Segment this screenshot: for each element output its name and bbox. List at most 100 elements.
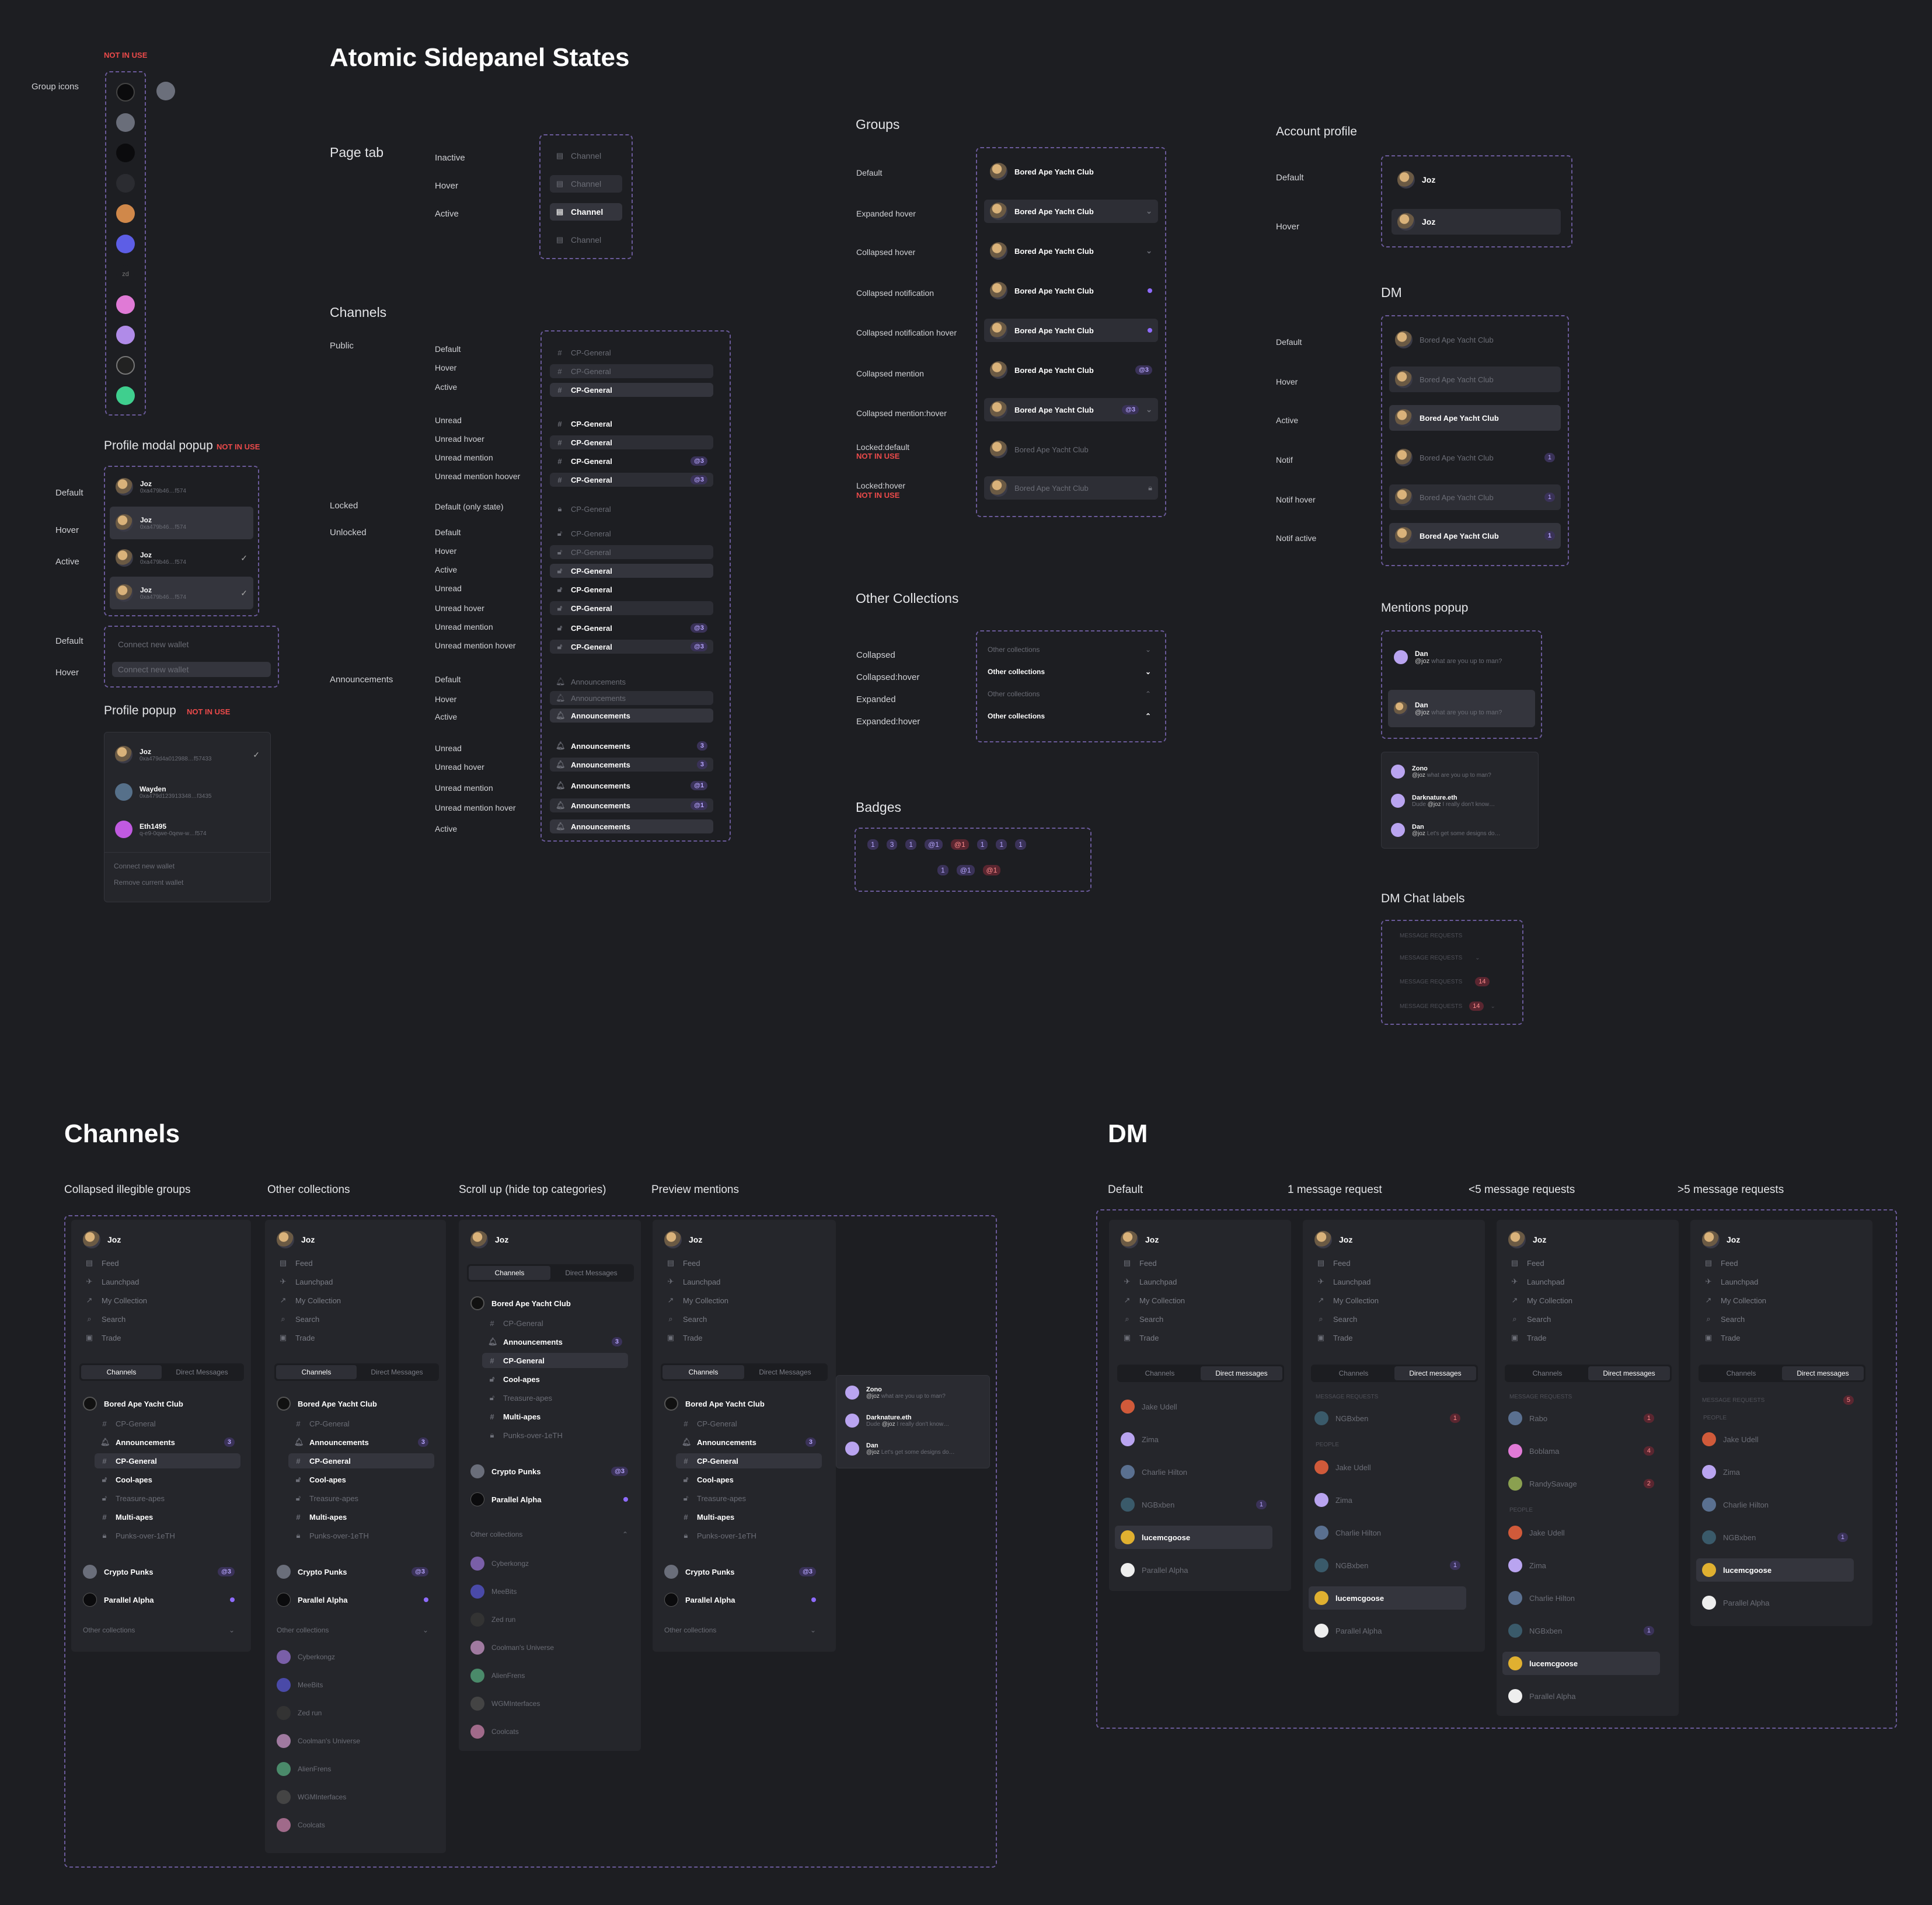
tab-channels[interactable]: Channels (1338, 1369, 1369, 1377)
channel-row[interactable]: 🔔︎ Announcements 3 (676, 1435, 822, 1450)
announcement-row[interactable]: 🔔︎ Announcements (550, 691, 713, 705)
group-row[interactable]: Parallel Alpha (658, 1591, 822, 1609)
group-header[interactable]: Bored Ape Yacht Club (658, 1395, 822, 1412)
group-row[interactable]: Bored Ape Yacht Club (984, 279, 1158, 302)
collection-row[interactable]: Coolcats (271, 1816, 434, 1834)
nav-item[interactable]: ⌕ Search (1123, 1314, 1163, 1324)
channel-row[interactable]: # CP-General (95, 1416, 240, 1431)
sidebar-user[interactable]: Joz (1502, 1229, 1666, 1250)
channel-row[interactable]: # Multi-apes (95, 1509, 240, 1524)
group-row[interactable]: Crypto Punks @3 (77, 1563, 240, 1580)
collection-row[interactable]: WGMInterfaces (271, 1788, 434, 1806)
channel-row[interactable]: 🔓︎ Cool-apes (288, 1472, 434, 1487)
nav-item[interactable]: ⌕ Search (1511, 1314, 1551, 1324)
channel-row[interactable]: 🔓︎ Cool-apes (676, 1472, 822, 1487)
sidebar-user[interactable]: Joz (465, 1229, 628, 1250)
tab-channels[interactable]: Channels (81, 1365, 162, 1379)
nav-item[interactable]: ⌕ Search (667, 1314, 707, 1324)
mention-item[interactable]: Darknature.eth Dude @joz I really don't k… (839, 1408, 986, 1433)
collection-row[interactable]: Zed run (271, 1704, 434, 1722)
channel-row[interactable]: 🔓︎ Cool-apes (482, 1372, 628, 1387)
channel-row[interactable]: 🔒︎ Punks-over-1eTH (288, 1528, 434, 1543)
other-collections-expanded[interactable]: Other collections ⌃ (982, 685, 1157, 703)
nav-item[interactable]: ▤ Feed (1511, 1258, 1544, 1268)
announcement-row[interactable]: 🔔︎ Announcements (550, 709, 713, 723)
dm-person-row[interactable]: lucemcgoose (1115, 1526, 1272, 1549)
nav-item[interactable]: ▤ Feed (1123, 1258, 1157, 1268)
group-row[interactable]: Crypto Punks @3 (271, 1563, 434, 1580)
group-row[interactable]: Parallel Alpha (77, 1591, 240, 1609)
announcement-row[interactable]: 🔔︎ Announcements 3 (550, 739, 713, 753)
other-collections-toggle[interactable]: Other collections ⌃ (465, 1527, 634, 1542)
channel-unread[interactable]: # CP-General (550, 417, 713, 431)
profile-row-active[interactable]: Joz 0xa479b46…f574 ✓ (110, 544, 253, 572)
channel-unread-hover[interactable]: # CP-General (550, 435, 713, 449)
message-requests-label-hover[interactable]: MESSAGE REQUESTS ⌄ (1400, 955, 1480, 961)
dm-row[interactable]: Bored Ape Yacht Club (1389, 327, 1561, 353)
dm-person-row[interactable]: Charlie Hilton (1115, 1460, 1272, 1484)
dm-person-row[interactable]: Zima (1696, 1460, 1854, 1484)
channel-row[interactable]: # CP-General (676, 1416, 822, 1431)
tab-channels[interactable]: Channels (276, 1365, 357, 1379)
tab-direct-messages[interactable]: Direct Messages (565, 1269, 618, 1277)
mention-item-hover[interactable]: Dan @joz what are you up to man? (1388, 690, 1535, 727)
request-row[interactable]: NGBxben 1 (1309, 1407, 1466, 1430)
tab-channels[interactable]: Channels (1145, 1369, 1175, 1377)
dm-person-row[interactable]: Parallel Alpha (1115, 1558, 1272, 1582)
nav-item[interactable]: ⌕ Search (279, 1314, 319, 1324)
dm-person-row[interactable]: lucemcgoose (1696, 1558, 1854, 1582)
coolcats-group-icon[interactable] (116, 204, 135, 223)
page-tab-active[interactable]: ▤ Channel (550, 203, 622, 221)
group-row[interactable]: Bored Ape Yacht Club (984, 160, 1158, 183)
channel-active[interactable]: # CP-General (550, 383, 713, 397)
collection-row[interactable]: Coolcats (465, 1723, 628, 1740)
sidebar-user[interactable]: Joz (1696, 1229, 1860, 1250)
tab-direct-messages[interactable]: Direct messages (1394, 1366, 1476, 1380)
nav-item[interactable]: ▤ Feed (85, 1258, 119, 1268)
tab-direct-messages[interactable]: Direct Messages (176, 1368, 228, 1376)
group-header[interactable]: Bored Ape Yacht Club (465, 1295, 628, 1312)
mention-item[interactable]: Darknature.eth Dude @joz I really don't k… (1385, 787, 1535, 814)
sidebar-user[interactable]: Joz (1309, 1229, 1472, 1250)
channel-unread-mention-hover[interactable]: # CP-General @3 (550, 473, 713, 487)
channel-locked[interactable]: 🔒︎ CP-General (550, 502, 713, 516)
dm-person-row[interactable]: NGBxben 1 (1696, 1526, 1854, 1549)
zed-group-icon[interactable]: zd (116, 265, 135, 284)
page-tab-hover[interactable]: ▤ Channel (550, 175, 622, 193)
dm-row[interactable]: Bored Ape Yacht Club (1389, 367, 1561, 392)
tab-channels[interactable]: Channels (1532, 1369, 1563, 1377)
dm-person-row[interactable]: Jake Udell (1696, 1428, 1854, 1451)
nav-item[interactable]: ✈ Launchpad (85, 1277, 140, 1286)
punks-group-icon[interactable] (116, 113, 135, 132)
dm-person-row[interactable]: NGBxben 1 (1115, 1493, 1272, 1516)
group-row[interactable]: Bored Ape Yacht Club (984, 319, 1158, 342)
channel-row[interactable]: 🔔︎ Announcements 3 (95, 1435, 240, 1450)
channel-row[interactable]: 🔔︎ Announcements 3 (288, 1435, 434, 1450)
channel-default[interactable]: # CP-General (550, 346, 713, 360)
tab-direct-messages[interactable]: Direct messages (1201, 1366, 1282, 1380)
announcement-row[interactable]: 🔔︎ Announcements (550, 675, 713, 689)
collection-row[interactable]: AlienFrens (465, 1667, 628, 1684)
announcement-row[interactable]: 🔔︎ Announcements (550, 819, 713, 833)
channel-row[interactable]: 🔒︎ Punks-over-1eTH (482, 1428, 628, 1443)
request-row[interactable]: Rabo 1 (1502, 1407, 1660, 1430)
dm-person-row[interactable]: Parallel Alpha (1696, 1591, 1854, 1614)
group-row[interactable]: Bored Ape Yacht Club @3 (984, 358, 1158, 382)
globe-group-icon[interactable] (116, 356, 135, 375)
group-header[interactable]: Bored Ape Yacht Club (77, 1395, 240, 1412)
channel-row[interactable]: # CP-General (482, 1316, 628, 1331)
dm-row[interactable]: Bored Ape Yacht Club 1 (1389, 484, 1561, 510)
profile-row-active-hover[interactable]: Joz 0xa479b46…f574 ✓ (110, 577, 253, 609)
group-row[interactable]: Crypto Punks @3 (658, 1563, 822, 1580)
nav-item[interactable]: ✈ Launchpad (1317, 1277, 1371, 1286)
nav-item[interactable]: ↗ My Collection (1317, 1296, 1379, 1305)
channel-row[interactable]: # CP-General (482, 1353, 628, 1368)
nav-item[interactable]: ▣ Trade (1704, 1333, 1741, 1342)
dm-person-row[interactable]: Zima (1309, 1488, 1466, 1512)
green-group-icon[interactable] (116, 386, 135, 405)
group-row[interactable]: Crypto Punks @3 (465, 1463, 634, 1480)
dm-person-row[interactable]: Parallel Alpha (1309, 1619, 1466, 1642)
nav-item[interactable]: ⌕ Search (1317, 1314, 1357, 1324)
group-row[interactable]: Parallel Alpha (271, 1591, 434, 1609)
group-header[interactable]: Bored Ape Yacht Club (271, 1395, 434, 1412)
